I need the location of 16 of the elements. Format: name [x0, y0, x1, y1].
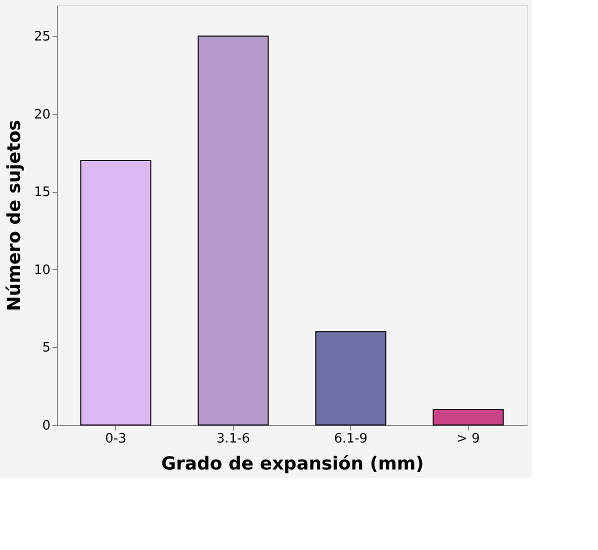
x-tick-label: 3.1-6	[216, 432, 250, 446]
bar	[315, 331, 386, 426]
y-tick-label: 10	[34, 262, 50, 278]
bar	[80, 160, 152, 426]
x-tick-label: 0-3	[105, 432, 126, 446]
bar	[198, 36, 269, 426]
x-tick-label: > 9	[456, 432, 480, 446]
y-tick-label: 0	[42, 418, 50, 434]
y-tick-label: 25	[34, 30, 50, 45]
bar	[432, 408, 504, 426]
y-tick-label: 15	[34, 185, 50, 200]
x-tick-label: 6.1-9	[334, 432, 368, 446]
y-tick-label: 5	[42, 340, 50, 356]
x-axis-title: Grado de expansión (mm)	[161, 454, 424, 474]
y-axis-title: Número de sujetos	[4, 120, 25, 312]
y-tick-label: 20	[34, 107, 50, 122]
